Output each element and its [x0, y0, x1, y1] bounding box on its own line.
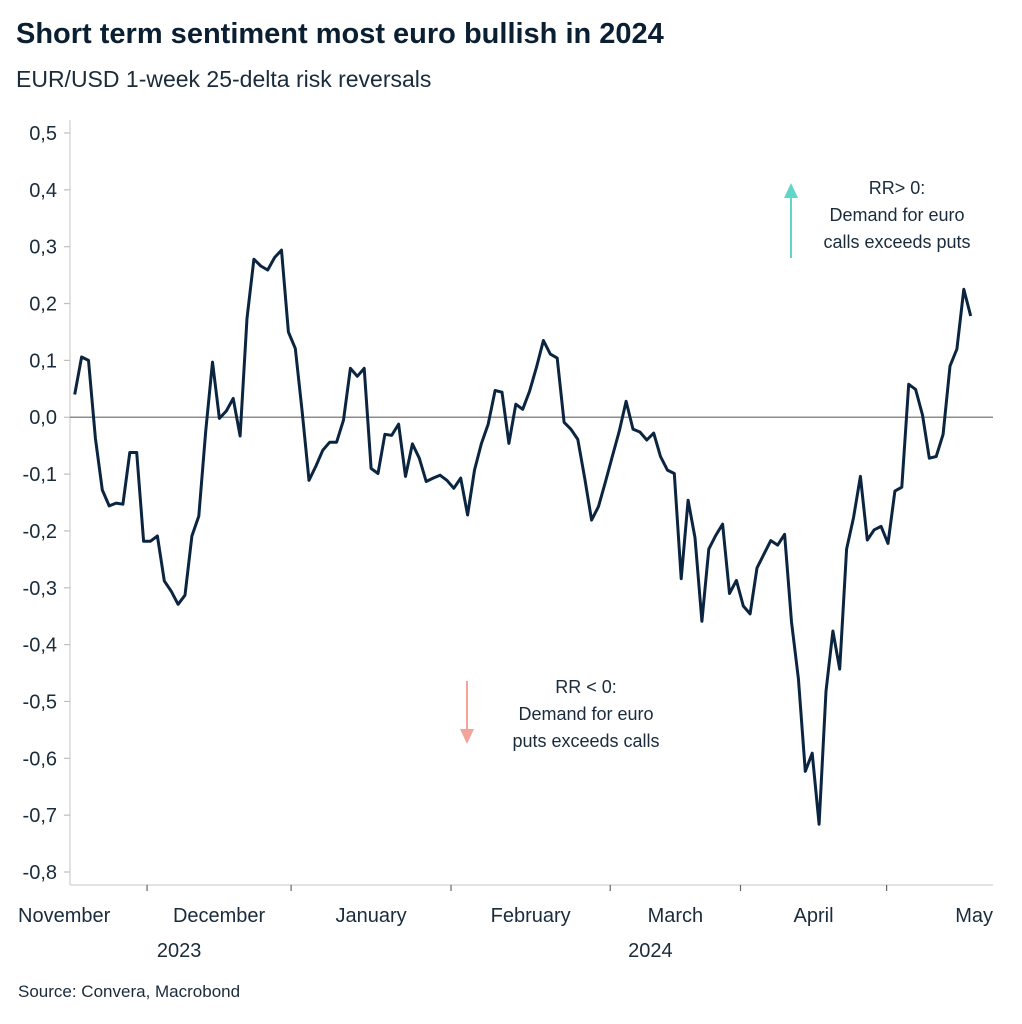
y-tick-label: -0,6 — [23, 748, 57, 770]
annotation-positive-line: calls exceeds puts — [823, 232, 970, 252]
source-note: Source: Convera, Macrobond — [18, 982, 241, 1001]
x-tick-label-may: May — [955, 905, 993, 927]
arrow-down-head-icon — [460, 729, 474, 744]
x-tick-label-december: December — [173, 905, 266, 927]
year-label-2023: 2023 — [157, 940, 202, 962]
annotation-negative-line: RR < 0: — [555, 677, 617, 697]
y-tick-label: 0,3 — [29, 237, 57, 259]
y-tick-label: 0,4 — [29, 180, 57, 202]
chart-subtitle: EUR/USD 1-week 25-delta risk reversals — [16, 66, 432, 92]
x-tick-label-november: November — [18, 905, 111, 927]
annotation-positive-line: RR> 0: — [869, 178, 926, 198]
y-tick-label: -0,4 — [23, 635, 57, 657]
arrow-up-head-icon — [784, 183, 798, 198]
y-tick-label: 0,0 — [29, 407, 57, 429]
y-tick-label: -0,8 — [23, 862, 57, 884]
annotations: RR> 0: Demand for euro calls exceeds puts R… — [460, 178, 971, 751]
annotation-negative-line: puts exceeds calls — [512, 731, 659, 751]
x-tick-label-march: March — [648, 905, 704, 927]
axes: 0,5 0,4 0,3 0,2 0,1 0,0 -0,1 -0,2 -0,3 -0,4 -0,5 -0… — [18, 120, 993, 962]
y-tick-label: -0,3 — [23, 578, 57, 600]
annotation-negative-line: Demand for euro — [518, 704, 653, 724]
y-tick-label: 0,2 — [29, 294, 57, 316]
year-label-2024: 2024 — [628, 940, 673, 962]
series-line-group — [73, 248, 973, 826]
x-tick-label-january: January — [335, 905, 406, 927]
y-tick-label: 0,5 — [29, 123, 57, 145]
y-tick-label: 0,1 — [29, 350, 57, 372]
x-tick-label-april: April — [794, 905, 834, 927]
x-tick-label-february: February — [491, 905, 571, 927]
annotation-positive-line: Demand for euro — [829, 205, 964, 225]
y-tick-label: -0,2 — [23, 521, 57, 543]
y-tick-label: -0,1 — [23, 464, 57, 486]
y-tick-label: -0,5 — [23, 691, 57, 713]
y-tick-label: -0,7 — [23, 805, 57, 827]
series-line — [73, 248, 973, 826]
chart-title: Short term sentiment most euro bullish i… — [16, 18, 664, 50]
